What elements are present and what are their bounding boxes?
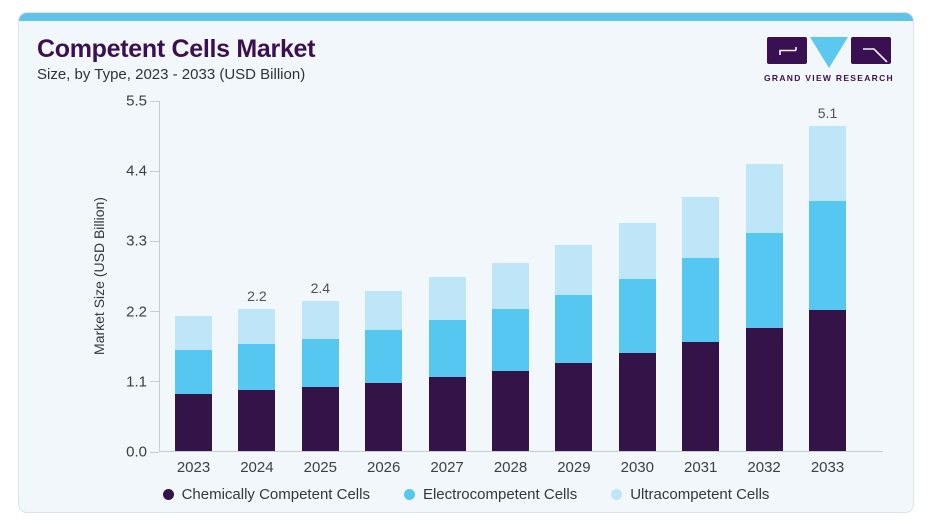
x-axis-label: 2032 — [747, 459, 781, 476]
y-tick — [150, 381, 159, 383]
bar-segment-chemically-2027 — [428, 376, 466, 451]
x-axis-label: 2031 — [684, 459, 718, 476]
bar-segment-chemically-2033 — [809, 309, 846, 451]
bar-segment-chemically-2030 — [618, 352, 656, 451]
x-axis-label: 2025 — [303, 459, 337, 476]
logo: GRAND VIEW RESEARCH — [761, 37, 897, 83]
bar-segment-chemically-2029 — [555, 362, 593, 451]
y-tick — [150, 100, 159, 102]
x-axis-label: 2026 — [367, 459, 401, 476]
page-title: Competent Cells Market — [37, 35, 316, 63]
chart-card: Competent Cells Market Size, by Type, 20… — [18, 12, 914, 513]
bar-segment-electrocompetent-2023 — [175, 350, 212, 395]
x-axis-label: 2027 — [430, 459, 464, 476]
legend-item-label: Chemically Competent Cells — [181, 486, 370, 503]
logo-g-block-icon — [767, 37, 807, 64]
bar-segment-ultracompetent-2025 — [301, 301, 339, 339]
y-tick — [150, 170, 159, 172]
x-axis-label: 2024 — [240, 459, 274, 476]
bar-segment-electrocompetent-2025 — [301, 338, 339, 387]
logo-v-triangle-icon — [810, 37, 848, 68]
bar-segment-chemically-2028 — [492, 370, 529, 451]
y-tick — [150, 451, 159, 453]
card-accent-bar — [19, 13, 913, 21]
bar-segment-chemically-2025 — [301, 386, 339, 451]
legend-item: Ultracompetent Cells — [611, 486, 769, 503]
bar-value-label: 5.1 — [817, 104, 838, 121]
x-axis-label: 2028 — [493, 459, 528, 476]
y-axis-title: Market Size (USD Billion) — [91, 197, 107, 355]
y-tick-label: 0.0 — [126, 443, 147, 461]
x-axis-label: 2030 — [620, 459, 654, 476]
header: Competent Cells Market Size, by Type, 20… — [37, 35, 316, 83]
g-glyph-icon — [779, 47, 797, 55]
bar-segment-ultracompetent-2030 — [618, 223, 656, 279]
legend-item-label: Ultracompetent Cells — [630, 486, 770, 503]
bar-segment-chemically-2023 — [175, 394, 212, 451]
bar-segment-ultracompetent-2028 — [492, 262, 529, 310]
y-tick-label: 1.1 — [126, 373, 147, 391]
bar-segment-electrocompetent-2030 — [618, 278, 656, 353]
plot-area: 0.0 1.1 2.2 3.3 4.4 5.5 2023 2.2 2024 2.4 2025 2026… — [126, 93, 883, 476]
x-axis-label: 2029 — [557, 459, 591, 476]
bar-segment-electrocompetent-2027 — [428, 320, 466, 377]
bar-segment-electrocompetent-2026 — [365, 330, 403, 383]
bar-segment-ultracompetent-2026 — [365, 290, 403, 331]
bar-segment-electrocompetent-2029 — [555, 295, 593, 363]
bar-value-label: 2.2 — [247, 287, 267, 304]
bar-segment-electrocompetent-2028 — [492, 309, 529, 371]
bar-segment-electrocompetent-2024 — [238, 344, 276, 391]
y-tick-label: 2.2 — [126, 303, 147, 321]
bar-segment-ultracompetent-2033 — [809, 125, 846, 202]
y-tick — [150, 240, 159, 242]
bar-segment-chemically-2024 — [238, 390, 276, 451]
y-tick-label: 4.4 — [126, 162, 147, 180]
legend-item-label: Electrocompetent Cells — [422, 486, 578, 503]
r-glyph-icon — [863, 48, 888, 63]
y-tick-label: 5.5 — [126, 92, 147, 110]
logo-r-block-icon — [851, 37, 891, 64]
bar-segment-chemically-2031 — [682, 341, 720, 451]
legend-item: Electrocompetent Cells — [403, 486, 578, 503]
bar-value-label: 2.4 — [310, 280, 331, 297]
page-subtitle: Size, by Type, 2023 - 2033 (USD Billion) — [37, 66, 306, 83]
bar-segment-ultracompetent-2032 — [745, 163, 783, 234]
x-axis-label: 2033 — [810, 459, 845, 476]
legend-item: Chemically Competent Cells — [162, 486, 370, 503]
y-tick — [150, 311, 159, 313]
legend-dot-icon — [162, 489, 174, 500]
bar-segment-chemically-2026 — [365, 382, 403, 451]
legend-dot-icon — [403, 489, 415, 500]
bar-segment-ultracompetent-2024 — [238, 308, 276, 345]
legend: Chemically Competent Cells Electrocompete… — [19, 486, 913, 503]
logo-mark — [761, 37, 897, 69]
logo-caption: GRAND VIEW RESEARCH — [763, 73, 894, 83]
bar-segment-ultracompetent-2029 — [555, 244, 593, 296]
bar-segment-electrocompetent-2033 — [809, 201, 846, 310]
bar-segment-electrocompetent-2031 — [682, 257, 720, 342]
bar-segment-ultracompetent-2031 — [682, 197, 720, 258]
bar-segment-ultracompetent-2027 — [428, 277, 466, 321]
bar-segment-electrocompetent-2032 — [745, 233, 783, 328]
bar-segment-chemically-2032 — [745, 327, 783, 451]
x-axis-label: 2023 — [176, 459, 211, 476]
legend-dot-icon — [611, 489, 623, 500]
bar-segment-ultracompetent-2023 — [175, 316, 212, 351]
y-tick-label: 3.3 — [126, 232, 147, 250]
